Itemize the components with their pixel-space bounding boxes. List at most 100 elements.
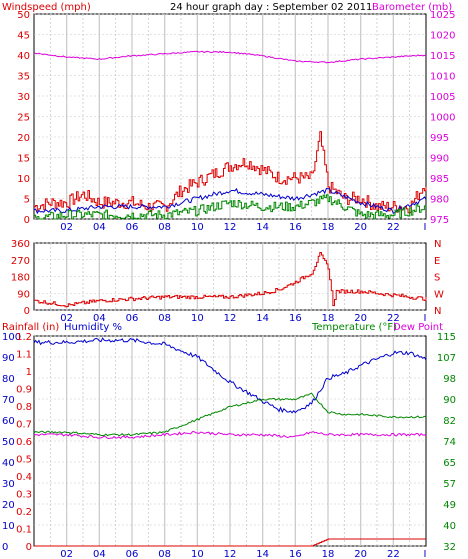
temperature-tick-label: 90 [443,395,456,406]
rainfall-axis-label: Rainfall (in) [2,322,59,333]
humidity-line [33,337,427,414]
rainfall-tick-label: 0 [26,542,32,553]
rainfall-tick-label: 1.2 [16,332,32,343]
rainfall-tick-label: 1 [26,367,32,378]
y-tick-label: 10 [17,174,30,185]
x-tick-label: 06 [126,313,139,324]
rainfall-tick-label: 0.8 [16,402,32,413]
humidity-tick-label: 50 [2,437,15,448]
temperature-tick-label: 82 [443,416,456,427]
y2-tick-label: 1025 [430,10,455,21]
rainfall-tick-label: 0.2 [16,507,32,518]
humidity-tick-label: 70 [2,395,15,406]
direction-label: E [434,256,440,267]
x-tick-label: I [424,549,427,559]
x-tick-label: 12 [224,313,237,324]
y-tick-label: 360 [11,239,30,250]
x-tick-label: 14 [256,222,269,233]
y-tick-label: 5 [24,195,30,206]
humidity-tick-label: 0 [2,542,8,553]
x-tick-label: 04 [93,222,106,233]
temperature-tick-label: 115 [437,332,456,343]
y-tick-label: 0 [24,306,30,317]
rainfall-tick-label: 0.4 [16,472,32,483]
x-tick-label: 22 [387,549,400,559]
x-tick-label: 22 [387,313,400,324]
humidity-tick-label: 100 [2,332,21,343]
y2-tick-label: 1005 [430,92,455,103]
x-tick-label: 16 [289,222,302,233]
humidity-tick-label: 10 [2,521,15,532]
y2-tick-label: 1020 [430,31,455,42]
temperature-axis-label: Temperature (°F) [311,322,397,333]
y2-tick-label: 990 [430,154,449,165]
humidity-tick-label: 30 [2,479,15,490]
y-tick-label: 270 [11,256,30,267]
dewpoint-line [33,431,427,440]
temperature-tick-label: 74 [443,437,456,448]
y-tick-label: 180 [11,273,30,284]
temperature-tick-label: 65 [443,458,456,469]
humidity-tick-label: 80 [2,374,15,385]
graph-title: 24 hour graph day : September 02 2011 [170,2,372,13]
y2-tick-label: 1015 [430,51,455,62]
rainfall-line [34,538,426,547]
direction-label: W [434,289,444,300]
y-tick-label: 35 [17,72,30,83]
rainfall-tick-label: 0.5 [16,455,32,466]
y-tick-label: 30 [17,92,30,103]
temperature-tick-label: 49 [443,500,456,511]
x-tick-label: 18 [322,313,335,324]
x-tick-label: I [424,222,427,233]
rainfall-tick-label: 0.3 [16,490,32,501]
direction-label: N [434,306,441,317]
x-tick-label: 02 [60,222,73,233]
humidity-tick-label: 90 [2,353,15,364]
barometer-axis-label: Barometer (mb) [372,2,452,13]
x-tick-label: 10 [191,549,204,559]
x-tick-label: 18 [322,222,335,233]
y2-tick-label: 985 [430,174,449,185]
humidity-tick-label: 60 [2,416,15,427]
x-tick-label: 12 [224,549,237,559]
y-tick-label: 40 [17,51,30,62]
rainfall-tick-label: 0.1 [16,525,32,536]
x-tick-label: 16 [289,313,302,324]
x-tick-label: I [424,313,427,324]
x-tick-label: 20 [354,313,367,324]
y2-tick-label: 1000 [430,113,455,124]
y2-tick-label: 975 [430,215,449,226]
humidity-tick-label: 20 [2,500,15,511]
x-tick-label: 18 [322,549,335,559]
x-tick-label: 08 [158,222,171,233]
x-tick-label: 16 [289,549,302,559]
windspeed-axis-label: Windspeed (mph) [2,2,91,13]
y-tick-label: 50 [17,10,30,21]
y2-tick-label: 995 [430,133,449,144]
x-tick-label: 12 [224,222,237,233]
x-tick-label: 10 [191,313,204,324]
temperature-line [33,392,427,437]
direction-label: S [434,273,440,284]
temperature-tick-label: 98 [443,374,456,385]
x-tick-label: 22 [387,222,400,233]
dewpoint-axis-label: Dew Point [393,322,443,333]
y-tick-label: 90 [17,289,30,300]
temperature-tick-label: 40 [443,521,456,532]
y2-tick-label: 1010 [430,72,455,83]
y-tick-label: 45 [17,31,30,42]
rainfall-tick-label: 0.6 [16,437,32,448]
x-tick-label: 20 [354,222,367,233]
humidity-axis-label: Humidity % [64,322,122,333]
barometer-line [33,50,427,64]
humidity-tick-label: 40 [2,458,15,469]
windspeed-low-line [34,194,427,220]
windspeed-average-line [33,187,427,215]
direction-label: N [434,239,441,250]
x-tick-label: 08 [158,549,171,559]
y2-tick-label: 980 [430,195,449,206]
y-tick-label: 25 [17,113,30,124]
x-tick-label: 04 [93,549,106,559]
temperature-tick-label: 107 [437,353,456,364]
